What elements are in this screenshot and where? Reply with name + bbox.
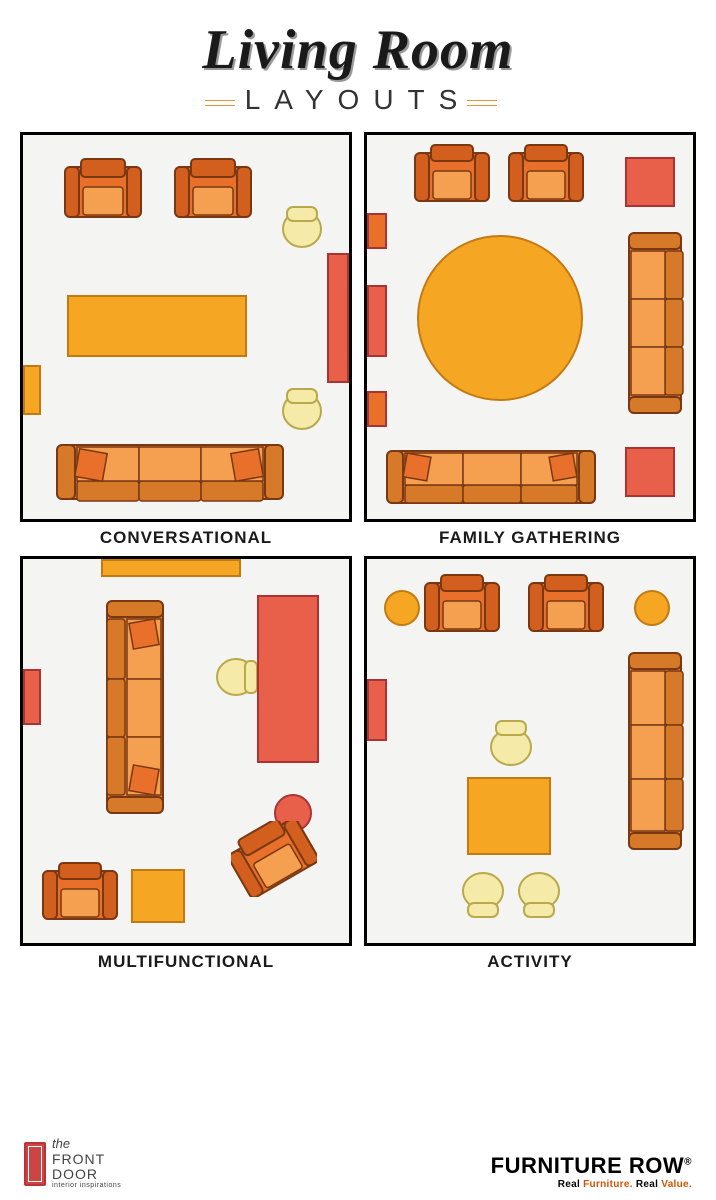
sofa-icon (101, 599, 169, 815)
round-rug-icon (415, 233, 585, 403)
rug-icon (67, 295, 247, 357)
layout-cell: FAMILY GATHERING (364, 132, 696, 548)
brand-tagline: Real Furniture. Real Value. (491, 1179, 692, 1190)
ottoman-icon (625, 157, 675, 207)
brand-name: FURNITURE ROW® (491, 1153, 692, 1179)
layout-label: CONVERSATIONAL (20, 528, 352, 548)
layout-label: FAMILY GATHERING (364, 528, 696, 548)
armchair-icon (507, 143, 585, 209)
furniture-row-logo: FURNITURE ROW® Real Furniture. Real Valu… (491, 1153, 692, 1190)
console-icon (327, 253, 349, 383)
armchair-icon (63, 157, 143, 227)
console-icon (367, 285, 387, 357)
round-table-icon (383, 589, 421, 627)
armchair-icon (423, 573, 501, 639)
room-multifunctional (20, 556, 352, 946)
side-table-icon (131, 869, 185, 923)
layout-label: MULTIFUNCTIONAL (20, 952, 352, 972)
header: Living Room LAYOUTS (0, 0, 716, 116)
desk-icon (257, 595, 319, 763)
side-chair-icon (489, 719, 533, 767)
front-door-text: the FRONT DOOR interior inspirations (52, 1137, 121, 1190)
console-icon (101, 559, 241, 577)
sofa-icon (385, 443, 597, 509)
room-activity (364, 556, 696, 946)
armchair-icon (527, 573, 605, 639)
layout-cell: MULTIFUNCTIONAL (20, 556, 352, 972)
footer: the FRONT DOOR interior inspirations FUR… (0, 1137, 716, 1190)
armchair-icon (231, 821, 317, 897)
layout-cell: CONVERSATIONAL (20, 132, 352, 548)
armchair-icon (413, 143, 491, 209)
side-chair-icon (461, 871, 505, 919)
console-icon (367, 679, 387, 741)
subtitle: LAYOUTS (245, 84, 472, 116)
layout-label: ACTIVITY (364, 952, 696, 972)
room-conversational (20, 132, 352, 522)
ottoman-icon (625, 447, 675, 497)
side-chair-icon (215, 655, 257, 699)
side-chair-icon (517, 871, 561, 919)
sofa-icon (55, 437, 285, 507)
layout-grid: CONVERSATIONAL (0, 116, 716, 972)
door-icon (24, 1142, 46, 1186)
layout-cell: ACTIVITY (364, 556, 696, 972)
console-icon (367, 391, 387, 427)
side-chair-icon (281, 387, 323, 431)
armchair-icon (41, 861, 119, 927)
main-title: Living Room (0, 18, 716, 82)
round-table-icon (633, 589, 671, 627)
armchair-icon (173, 157, 253, 227)
console-icon (23, 669, 41, 725)
side-chair-icon (281, 205, 323, 249)
console-icon (23, 365, 41, 415)
room-family (364, 132, 696, 522)
loveseat-icon (623, 231, 687, 415)
game-table-icon (467, 777, 551, 855)
front-door-logo: the FRONT DOOR interior inspirations (24, 1137, 121, 1190)
console-icon (367, 213, 387, 249)
loveseat-icon (623, 651, 687, 851)
